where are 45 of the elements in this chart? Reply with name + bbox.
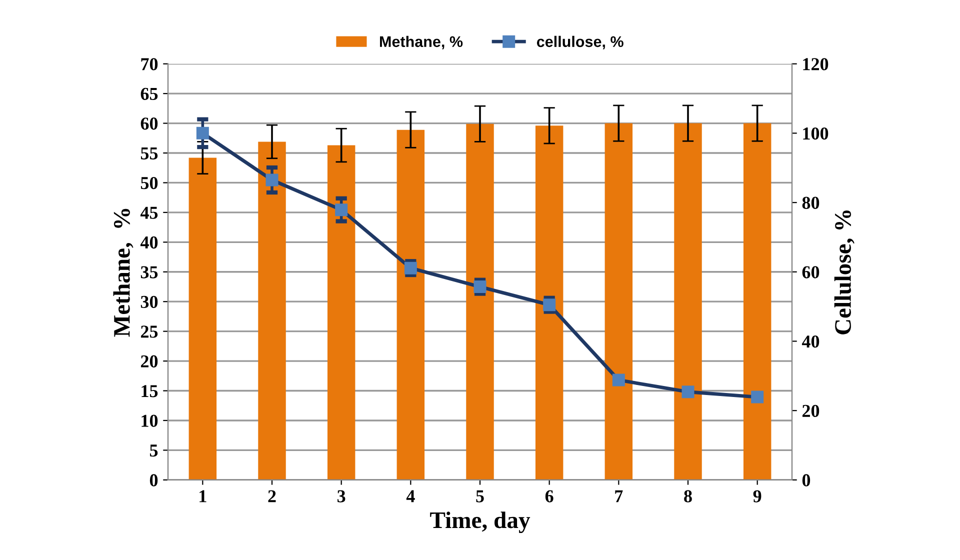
bar xyxy=(743,123,772,480)
x-tick-label: 4 xyxy=(406,490,415,502)
y2-tick-label: 0 xyxy=(802,474,810,486)
y-axis-title: Methane, % xyxy=(113,208,134,337)
x-tick-label: 7 xyxy=(615,490,623,502)
y-tick-label: 50 xyxy=(140,176,158,190)
y2-tick-label: 80 xyxy=(802,196,820,209)
x-tick-label: 1 xyxy=(200,490,206,502)
bar xyxy=(535,126,564,480)
x-tick-label: 3 xyxy=(338,490,346,502)
y2-tick-label: 100 xyxy=(803,127,828,140)
y-tick-label: 20 xyxy=(140,355,158,368)
y-tick-label: 70 xyxy=(141,58,158,70)
y-tick-label: 15 xyxy=(142,385,158,398)
legend-label: cellulose, % xyxy=(536,36,624,50)
y2-tick-label: 40 xyxy=(802,335,820,348)
x-tick-label: 8 xyxy=(684,490,692,502)
y-tick-label: 55 xyxy=(140,147,158,160)
bar xyxy=(466,124,494,480)
bar xyxy=(188,158,217,480)
y-tick-label: 35 xyxy=(140,266,158,278)
x-axis-title: Time, day xyxy=(430,512,530,534)
y-tick-label: 40 xyxy=(140,236,158,249)
y2-axis-title: Cellulose, % xyxy=(834,210,854,334)
x-tick-label: 5 xyxy=(476,490,484,502)
y-tick-label: 45 xyxy=(140,206,158,219)
bar xyxy=(604,123,633,480)
bar xyxy=(258,142,286,480)
x-tick-label: 9 xyxy=(753,490,762,502)
legend-label: Methane, % xyxy=(380,36,463,50)
y-tick-label: 60 xyxy=(140,118,158,130)
y-tick-label: 30 xyxy=(140,296,158,308)
y-tick-label: 25 xyxy=(140,326,158,338)
y-tick-label: 10 xyxy=(142,414,158,427)
bar xyxy=(396,130,425,480)
y2-tick-label: 20 xyxy=(802,404,820,418)
bar xyxy=(327,145,356,480)
y-tick-label: 65 xyxy=(140,88,158,100)
y2-tick-label: 120 xyxy=(803,58,828,70)
x-tick-label: 6 xyxy=(545,490,554,502)
y-tick-label: 0 xyxy=(150,474,158,486)
y-tick-label: 5 xyxy=(150,444,158,457)
bar xyxy=(674,123,702,480)
x-tick-label: 2 xyxy=(268,490,276,502)
y2-tick-label: 60 xyxy=(802,266,820,278)
